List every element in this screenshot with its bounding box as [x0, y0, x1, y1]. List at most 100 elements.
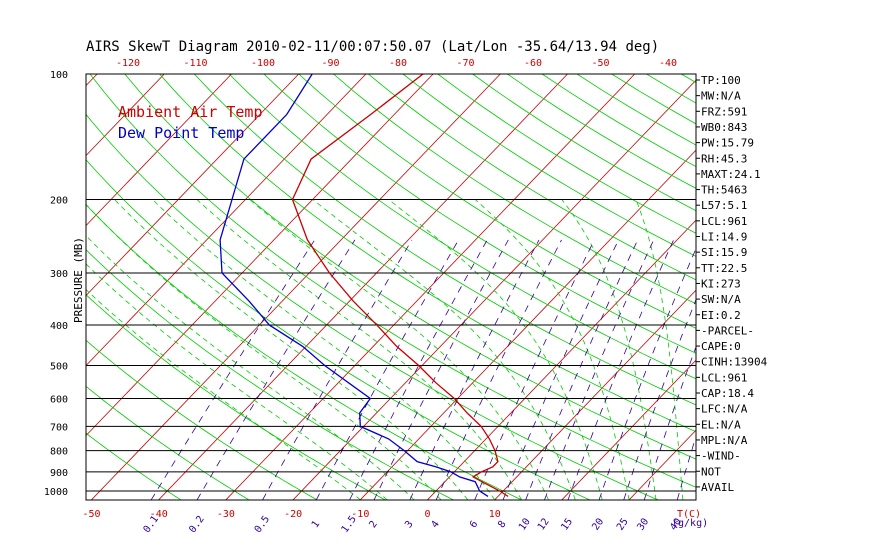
top-temp-tick-label: -90 — [321, 58, 339, 69]
isotherm-line — [292, 79, 696, 500]
mixing-ratio-line — [435, 239, 562, 500]
legend-dewpoint: Dew Point Temp — [118, 124, 244, 142]
pressure-tick-label: 300 — [50, 269, 68, 280]
isotherm-line — [158, 74, 568, 500]
dry-adiabat — [89, 74, 696, 488]
index-item: FRZ:591 — [701, 105, 747, 118]
index-item: MW:N/A — [701, 90, 741, 103]
mixing-ratio-line — [150, 239, 316, 500]
dry-adiabat — [333, 74, 696, 305]
mixing-ratio-line — [409, 239, 540, 500]
moist-adiabat — [86, 289, 361, 500]
top-temp-tick-label: -100 — [251, 58, 275, 69]
dry-adiabat — [402, 74, 696, 257]
y-axis-label: PRESSURE (MB) — [72, 237, 85, 323]
bottom-temp-tick-label: 0 — [425, 509, 431, 520]
mixing-ratio-tick-label: 8 — [496, 519, 508, 530]
mixing-ratio-unit: (g/kg) — [672, 518, 708, 529]
isotherm-line — [427, 219, 696, 500]
index-item: -PARCEL- — [701, 324, 754, 337]
dry-adiabat — [86, 249, 454, 500]
moist-adiabat — [86, 235, 415, 500]
mixing-ratio-line — [373, 239, 509, 500]
index-item: MPL:N/A — [701, 434, 748, 447]
index-item: -WIND- — [701, 450, 741, 463]
index-item: CAP:18.4 — [701, 387, 754, 400]
mixing-ratio-tick-label: 20 — [590, 516, 606, 532]
pressure-tick-label: 700 — [50, 422, 68, 433]
bottom-temp-tick-label: -20 — [284, 509, 302, 520]
index-item: KI:273 — [701, 277, 741, 290]
mixing-ratio-line — [349, 239, 488, 500]
moist-adiabat — [196, 199, 522, 500]
pressure-tick-label: 100 — [50, 70, 68, 81]
dry-adiabat — [507, 74, 696, 189]
legend: Ambient Air Temp Dew Point Temp — [118, 103, 263, 142]
moist-adiabat — [86, 263, 388, 500]
trace-layer — [219, 74, 509, 497]
moist-adiabat — [86, 203, 442, 500]
mixing-ratio-line — [474, 239, 595, 500]
dry-adiabat — [86, 159, 590, 500]
dry-adiabat — [86, 432, 181, 500]
dry-adiabat — [472, 74, 696, 212]
isotherm-line — [86, 74, 434, 437]
moist-adiabat — [152, 199, 496, 500]
legend-air-temp: Ambient Air Temp — [118, 103, 263, 121]
mixing-ratio-line — [623, 298, 696, 500]
isotherm-line — [86, 74, 232, 227]
dry-adiabat — [298, 74, 696, 329]
pressure-tick-label: 400 — [50, 321, 68, 332]
moist-adiabat — [474, 199, 630, 500]
moist-adiabat — [388, 199, 603, 500]
dry-adiabat — [124, 74, 696, 460]
index-item: LFC:N/A — [701, 403, 748, 416]
isotherm-line — [494, 289, 696, 500]
mixing-ratio-line — [525, 239, 639, 500]
mixing-ratio-line — [502, 239, 619, 500]
moist-adiabat — [114, 199, 469, 500]
dry-adiabat — [786, 74, 870, 500]
isotherm-line — [225, 74, 636, 500]
dry-adiabat — [855, 74, 870, 500]
axis-layer: 0.1 0.2 0.5 1 1.5 2 3 4 6 8 10 12 15 20 25 30 40(g/kg)10… — [44, 58, 708, 535]
index-item: LI:14.9 — [701, 231, 747, 244]
isotherm-line — [764, 74, 870, 500]
index-item: EL:N/A — [701, 418, 741, 431]
dry-adiabat — [86, 385, 250, 500]
moist-adiabat — [312, 199, 576, 500]
top-temp-tick-label: -50 — [591, 58, 609, 69]
mixing-ratio-tick-label: 1 — [310, 519, 322, 530]
top-temp-tick-label: -70 — [456, 58, 474, 69]
mixing-ratio-tick-label: 25 — [615, 516, 631, 532]
pressure-tick-label: 900 — [50, 468, 68, 479]
isotherm-line — [0, 74, 30, 500]
moist-adiabat — [561, 199, 657, 500]
isotherm-line — [91, 74, 501, 500]
mixing-ratio-line — [567, 239, 674, 500]
dry-adiabat — [159, 74, 696, 433]
dry-adiabat — [86, 204, 522, 500]
top-temp-tick-label: -40 — [659, 58, 677, 69]
index-item: TP:100 — [701, 74, 741, 87]
pressure-tick-label: 500 — [50, 361, 68, 372]
pressure-tick-label: 600 — [50, 394, 68, 405]
moist-adiabat — [635, 199, 684, 500]
bottom-temp-tick-label: -10 — [351, 509, 369, 520]
bottom-temp-tick-label: -30 — [217, 509, 235, 520]
top-temp-tick-label: -120 — [116, 58, 140, 69]
pressure-tick-label: 200 — [50, 196, 68, 207]
grid-layer — [0, 74, 870, 500]
index-item: MAXT:24.1 — [701, 168, 761, 181]
dry-adiabat — [751, 74, 870, 500]
index-item: LCL:961 — [701, 371, 747, 384]
index-item: WB0:843 — [701, 121, 747, 134]
mixing-ratio-line — [598, 247, 696, 500]
mixing-ratio-tick-label: 3 — [403, 519, 415, 530]
dry-adiabat — [194, 74, 696, 406]
mixing-ratio-line — [643, 345, 696, 500]
index-item: PW:15.79 — [701, 137, 754, 150]
mixing-ratio-line — [262, 239, 413, 500]
mixing-ratio-tick-label: 4 — [429, 519, 441, 530]
